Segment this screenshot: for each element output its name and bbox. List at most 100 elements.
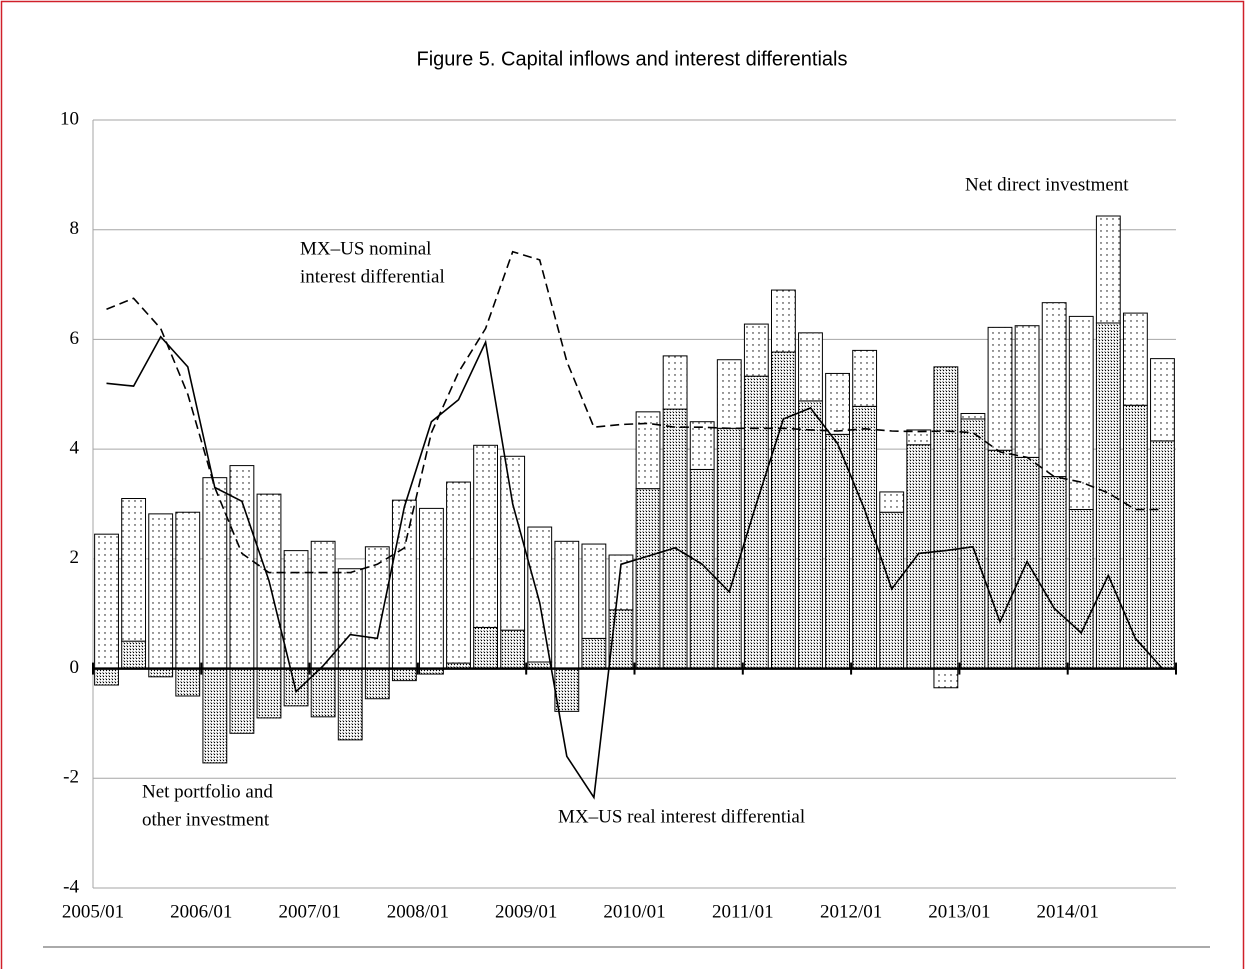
bar [716, 359, 742, 429]
bar [1014, 325, 1040, 458]
bar [419, 507, 444, 670]
bar [175, 511, 201, 670]
bar [121, 498, 147, 642]
bar [960, 418, 986, 670]
bar [1122, 404, 1148, 670]
bar [1068, 508, 1094, 670]
bar [987, 326, 1013, 451]
bar [608, 554, 634, 611]
bar [310, 540, 336, 670]
bar [1041, 476, 1067, 670]
bar [1150, 358, 1175, 442]
y-tick-label: -4 [63, 876, 79, 897]
bar [581, 637, 607, 670]
bar [1095, 215, 1121, 324]
bar [256, 668, 282, 719]
bar [689, 468, 715, 670]
bar [148, 513, 174, 670]
bar [581, 543, 607, 639]
bar [391, 668, 417, 682]
bar [337, 568, 363, 670]
series-label: other investment [142, 809, 270, 830]
x-tick-label: 2011/01 [712, 901, 774, 922]
bar [391, 499, 417, 670]
series-label: Net direct investment [965, 174, 1129, 195]
bar [310, 668, 336, 718]
bar [879, 491, 905, 513]
line [106, 335, 1164, 800]
bar [743, 323, 769, 377]
bar [121, 640, 147, 670]
y-tick-label: 4 [70, 438, 80, 459]
y-tick-label: -2 [63, 767, 79, 788]
bar [94, 668, 119, 686]
bar [1095, 322, 1121, 670]
x-tick-label: 2014/01 [1037, 901, 1099, 922]
bar [1068, 315, 1094, 510]
bar [500, 455, 526, 631]
bar [743, 375, 769, 670]
bar [94, 533, 119, 670]
y-tick-label: 6 [70, 328, 80, 349]
y-tick-label: 8 [70, 218, 80, 239]
x-tick-label: 2008/01 [387, 901, 449, 922]
bar [202, 668, 228, 764]
bar [825, 433, 850, 670]
x-tick-label: 2012/01 [820, 901, 882, 922]
bar [364, 668, 390, 700]
bar [798, 400, 823, 670]
bar [879, 511, 905, 670]
bar [770, 289, 796, 353]
bar [716, 427, 742, 670]
line [106, 250, 1163, 574]
bar [906, 444, 932, 670]
y-tick-label: 2 [70, 547, 80, 568]
bar [473, 626, 499, 670]
bar [635, 411, 661, 490]
bar [1041, 302, 1067, 478]
x-tick-label: 2007/01 [278, 901, 340, 922]
x-tick-label: 2006/01 [170, 901, 232, 922]
bar [852, 349, 878, 407]
chart-title: Figure 5. Capital inflows and interest d… [417, 48, 848, 70]
series-label: Net portfolio and [142, 781, 273, 802]
bar [283, 668, 309, 707]
bar [689, 421, 715, 470]
bar [798, 332, 823, 402]
series-label: interest differential [300, 266, 445, 287]
bar [933, 366, 959, 670]
bar [175, 668, 201, 697]
bar [635, 488, 661, 670]
bar [960, 412, 986, 420]
bar [906, 429, 932, 446]
bar [933, 668, 959, 689]
bar [662, 355, 688, 410]
y-tick-label: 0 [70, 657, 80, 678]
bar [229, 465, 255, 670]
bar [1150, 440, 1175, 670]
series-label: MX–US nominal [300, 238, 431, 259]
bar [229, 668, 255, 734]
bar [852, 405, 878, 670]
y-tick-label: 10 [60, 108, 79, 129]
bar [554, 540, 580, 670]
x-tick-label: 2013/01 [928, 901, 990, 922]
series-label: MX–US real interest differential [558, 806, 805, 827]
x-tick-label: 2005/01 [62, 901, 124, 922]
bar [662, 408, 688, 670]
x-tick-label: 2009/01 [495, 901, 557, 922]
x-tick-label: 2010/01 [603, 901, 665, 922]
bar [1122, 312, 1148, 406]
bar [337, 668, 363, 741]
bar [527, 526, 553, 663]
bar [825, 372, 850, 435]
bar [500, 629, 526, 670]
bar [770, 351, 796, 670]
bar [446, 481, 471, 664]
bar [987, 449, 1013, 670]
bar [473, 444, 499, 628]
bar [283, 550, 309, 670]
